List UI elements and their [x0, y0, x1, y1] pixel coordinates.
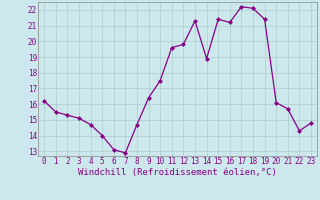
X-axis label: Windchill (Refroidissement éolien,°C): Windchill (Refroidissement éolien,°C): [78, 168, 277, 177]
